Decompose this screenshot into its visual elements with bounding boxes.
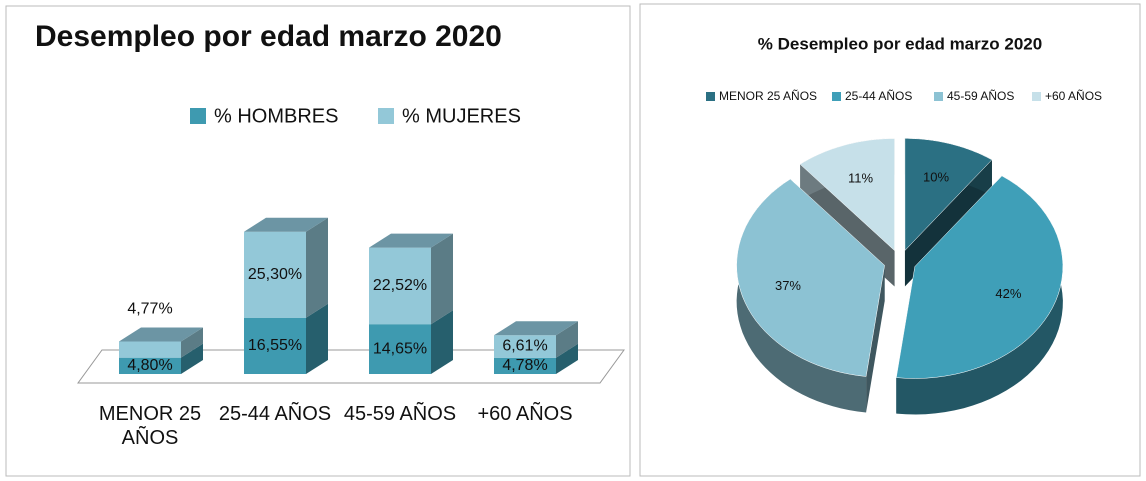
pie-slice xyxy=(799,138,895,252)
bar-side xyxy=(431,310,453,374)
value-label: 14,65% xyxy=(373,340,427,357)
legend-label: 25-44 AÑOS xyxy=(845,89,912,103)
bar-top xyxy=(244,217,328,232)
bar-segment xyxy=(119,357,181,374)
value-label: 4,77% xyxy=(127,301,172,318)
x-tick-label: 25-44 AÑOS xyxy=(218,403,332,425)
value-label: 6,61% xyxy=(502,338,547,355)
bar-side xyxy=(556,343,578,374)
bar-top xyxy=(119,327,203,342)
legend-swatch xyxy=(1032,92,1041,101)
legend-swatch xyxy=(832,92,841,101)
bar-segment xyxy=(244,317,306,374)
pie-side xyxy=(896,175,1063,415)
bar-top xyxy=(494,321,578,336)
legend-swatch xyxy=(190,108,206,124)
pie-slice xyxy=(896,175,1064,379)
bar-top xyxy=(369,233,453,248)
bar-side xyxy=(306,217,328,318)
value-label: 16,55% xyxy=(248,337,302,354)
value-label: 37% xyxy=(775,278,801,293)
bar-side xyxy=(431,233,453,325)
value-label: 4,80% xyxy=(127,357,172,374)
bar-segment xyxy=(369,247,431,325)
legend-label: 45-59 AÑOS xyxy=(947,89,1014,103)
bar-side xyxy=(306,303,328,374)
pie-slice xyxy=(904,138,993,252)
x-tick-label: +60 AÑOS xyxy=(477,403,573,425)
value-label: 4,78% xyxy=(502,357,547,374)
bar-segment xyxy=(494,335,556,358)
floor xyxy=(77,349,625,384)
legend-label: +60 AÑOS xyxy=(1045,89,1102,103)
x-tick-label: MENOR 25 AÑOS xyxy=(98,403,202,449)
bar-segment xyxy=(119,341,181,358)
legend-swatch xyxy=(934,92,943,101)
right-panel xyxy=(639,3,1141,477)
pie-slice xyxy=(736,178,885,377)
bar-side xyxy=(556,321,578,358)
value-label: 10% xyxy=(923,169,949,184)
bar-segment xyxy=(244,231,306,318)
left-panel xyxy=(5,5,631,477)
value-label: 11% xyxy=(848,170,873,185)
chart-title: Desempleo por edad marzo 2020 xyxy=(35,20,502,53)
bar-side xyxy=(181,343,203,374)
bar-segment xyxy=(369,324,431,374)
legend-swatch xyxy=(706,92,715,101)
legend-label: % HOMBRES xyxy=(214,105,338,127)
bar-segment xyxy=(494,357,556,374)
pie-side xyxy=(736,179,867,413)
value-label: 42% xyxy=(995,286,1021,301)
legend-label: MENOR 25 AÑOS xyxy=(719,89,817,103)
value-label: 25,30% xyxy=(248,266,302,283)
bar-side xyxy=(181,327,203,358)
legend-swatch xyxy=(378,108,394,124)
value-label: 22,52% xyxy=(373,277,427,294)
legend-label: % MUJERES xyxy=(402,105,521,127)
x-tick-label: 45-59 AÑOS xyxy=(343,403,457,425)
chart-title: % Desempleo por edad marzo 2020 xyxy=(758,34,1042,53)
pie-wall xyxy=(866,265,885,413)
